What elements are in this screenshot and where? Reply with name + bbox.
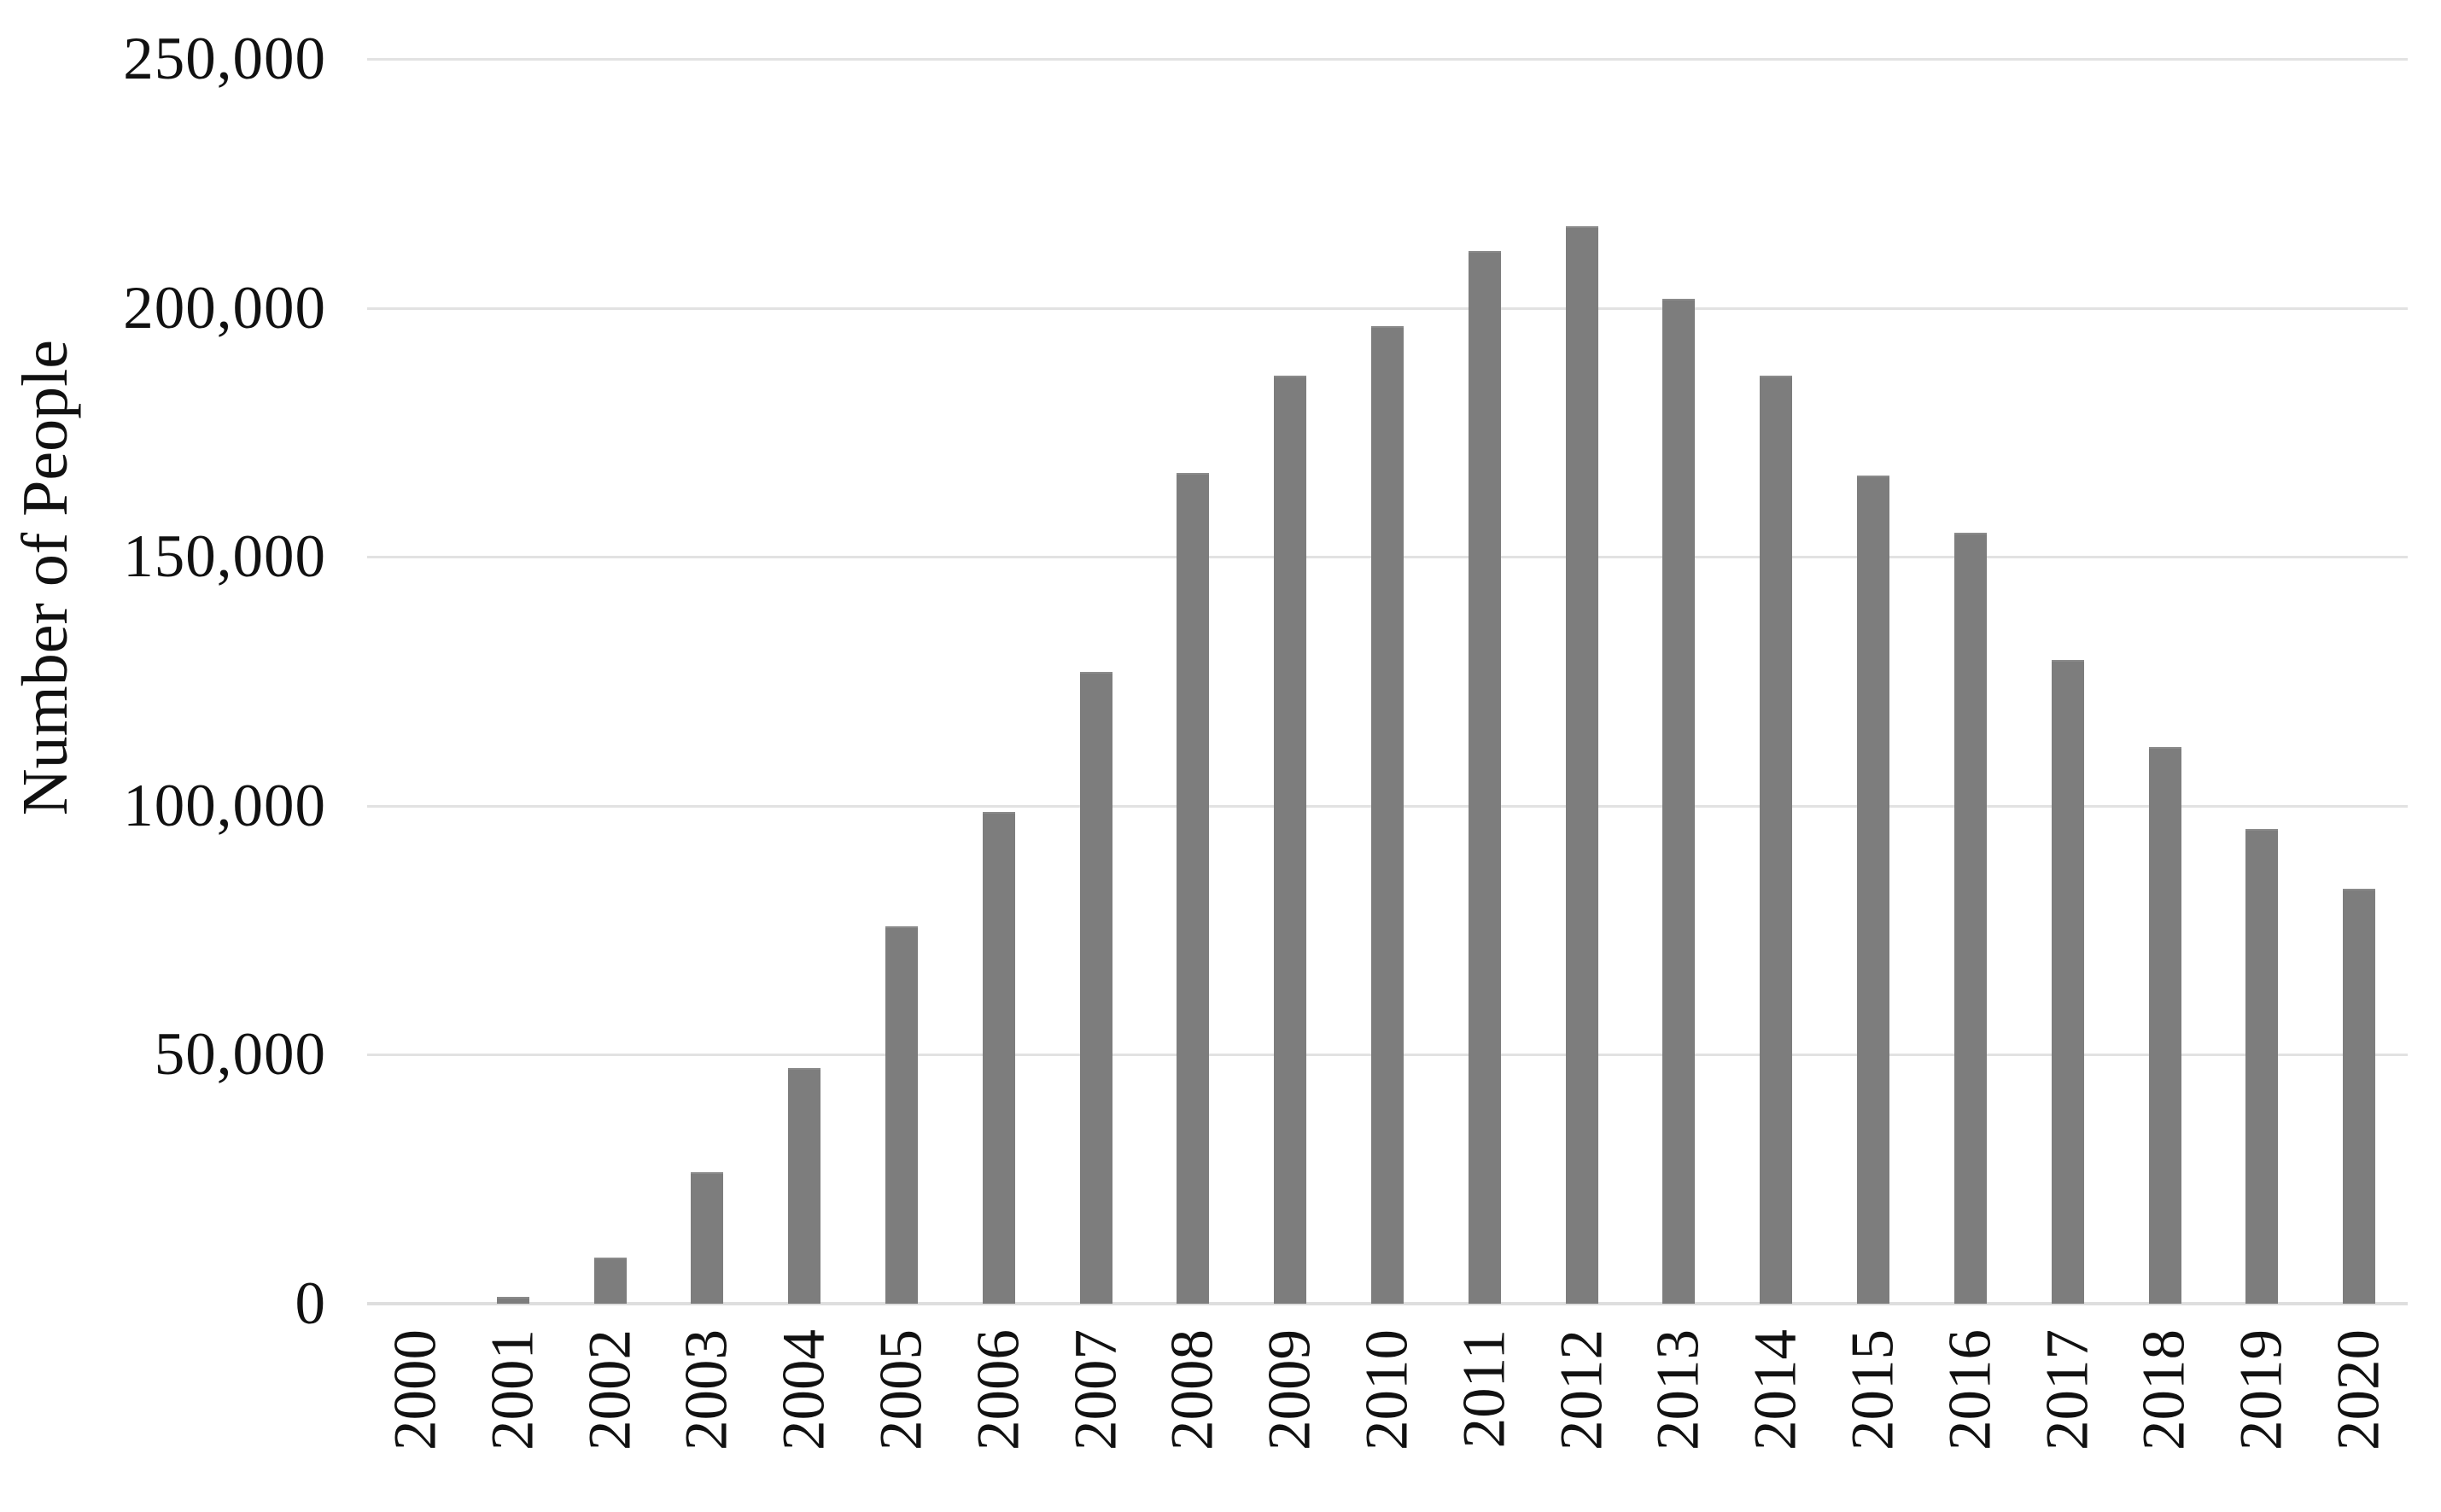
- x-tick-label-2013: 2013: [1644, 1329, 1712, 1451]
- bar-slot-2012: [1533, 59, 1631, 1304]
- x-tick-label-2015: 2015: [1839, 1329, 1907, 1451]
- x-tick-label-2003: 2003: [673, 1329, 740, 1451]
- bar-2017: [2051, 659, 2084, 1304]
- x-tick-label-2007: 2007: [1062, 1329, 1130, 1451]
- bar-2007: [1079, 672, 1112, 1304]
- x-tick-label-2019: 2019: [2228, 1329, 2295, 1451]
- x-tick-label-2018: 2018: [2130, 1329, 2198, 1451]
- y-tick-label: 0: [295, 1270, 326, 1337]
- bar-2020: [2343, 888, 2376, 1304]
- bar-2012: [1565, 226, 1598, 1304]
- bar-slot-2014: [1727, 59, 1825, 1304]
- bar-slot-2015: [1825, 59, 1922, 1304]
- bar-slot-2017: [2019, 59, 2117, 1304]
- bar-slot-2006: [950, 59, 1048, 1304]
- bar-slot-2020: [2310, 59, 2408, 1304]
- bar-slot-2001: [464, 59, 562, 1304]
- bar-slot-2002: [562, 59, 659, 1304]
- bar-slot-2004: [756, 59, 853, 1304]
- x-axis-line: [367, 1302, 2408, 1305]
- x-tick-label-2020: 2020: [2325, 1329, 2392, 1451]
- bar-2015: [1857, 475, 1890, 1304]
- bar-2002: [593, 1257, 627, 1304]
- x-tick-label-2011: 2011: [1451, 1329, 1518, 1449]
- bar-2006: [982, 811, 1015, 1304]
- x-tick-label-2012: 2012: [1548, 1329, 1615, 1451]
- x-tick-label-2014: 2014: [1742, 1329, 1809, 1451]
- gridline-250000: [367, 58, 2408, 61]
- x-tick-label-2010: 2010: [1353, 1329, 1421, 1451]
- bar-slot-2010: [1339, 59, 1436, 1304]
- y-tick-label: 50,000: [154, 1021, 326, 1089]
- bar-2019: [2245, 828, 2279, 1304]
- x-tick-label-2005: 2005: [867, 1329, 935, 1451]
- x-tick-label-2016: 2016: [1936, 1329, 2004, 1451]
- bar-slot-2007: [1048, 59, 1145, 1304]
- bar-2009: [1274, 376, 1307, 1304]
- bar-slot-2018: [2117, 59, 2214, 1304]
- bar-slot-2000: [367, 59, 464, 1304]
- bar-slot-2003: [658, 59, 756, 1304]
- bar-2010: [1371, 325, 1404, 1304]
- gridline-200000: [367, 306, 2408, 310]
- y-tick-label: 250,000: [123, 26, 326, 92]
- x-tick-label-2006: 2006: [965, 1329, 1032, 1451]
- x-tick-label-2008: 2008: [1159, 1329, 1226, 1451]
- bar-2005: [885, 925, 918, 1304]
- bar-2011: [1468, 251, 1501, 1304]
- x-tick-label-2002: 2002: [576, 1329, 644, 1451]
- bar-2014: [1760, 376, 1793, 1304]
- bar-2016: [1953, 532, 1987, 1304]
- bar-slot-2019: [2213, 59, 2310, 1304]
- x-tick-label-2000: 2000: [382, 1329, 449, 1451]
- bar-slot-2009: [1241, 59, 1339, 1304]
- y-tick-label: 150,000: [123, 523, 326, 591]
- bar-2008: [1177, 472, 1210, 1304]
- x-tick-label-2017: 2017: [2034, 1329, 2101, 1451]
- bar-slot-2011: [1436, 59, 1533, 1304]
- bar-slot-2013: [1631, 59, 1728, 1304]
- bar-2018: [2148, 746, 2181, 1304]
- y-tick-label: 100,000: [123, 772, 326, 839]
- x-tick-label-2004: 2004: [770, 1329, 838, 1451]
- y-tick-label: 200,000: [123, 274, 326, 342]
- bar-2001: [496, 1297, 529, 1304]
- bar-2013: [1662, 298, 1696, 1304]
- x-tick-label-2009: 2009: [1256, 1329, 1323, 1451]
- bar-2003: [691, 1172, 724, 1304]
- x-tick-label-2001: 2001: [479, 1329, 546, 1451]
- bar-series: [367, 59, 2408, 1304]
- bar-slot-2005: [853, 59, 950, 1304]
- bar-slot-2016: [1922, 59, 2019, 1304]
- bar-2004: [788, 1067, 821, 1304]
- bar-slot-2008: [1145, 59, 1242, 1304]
- plot-area: [367, 58, 2408, 1305]
